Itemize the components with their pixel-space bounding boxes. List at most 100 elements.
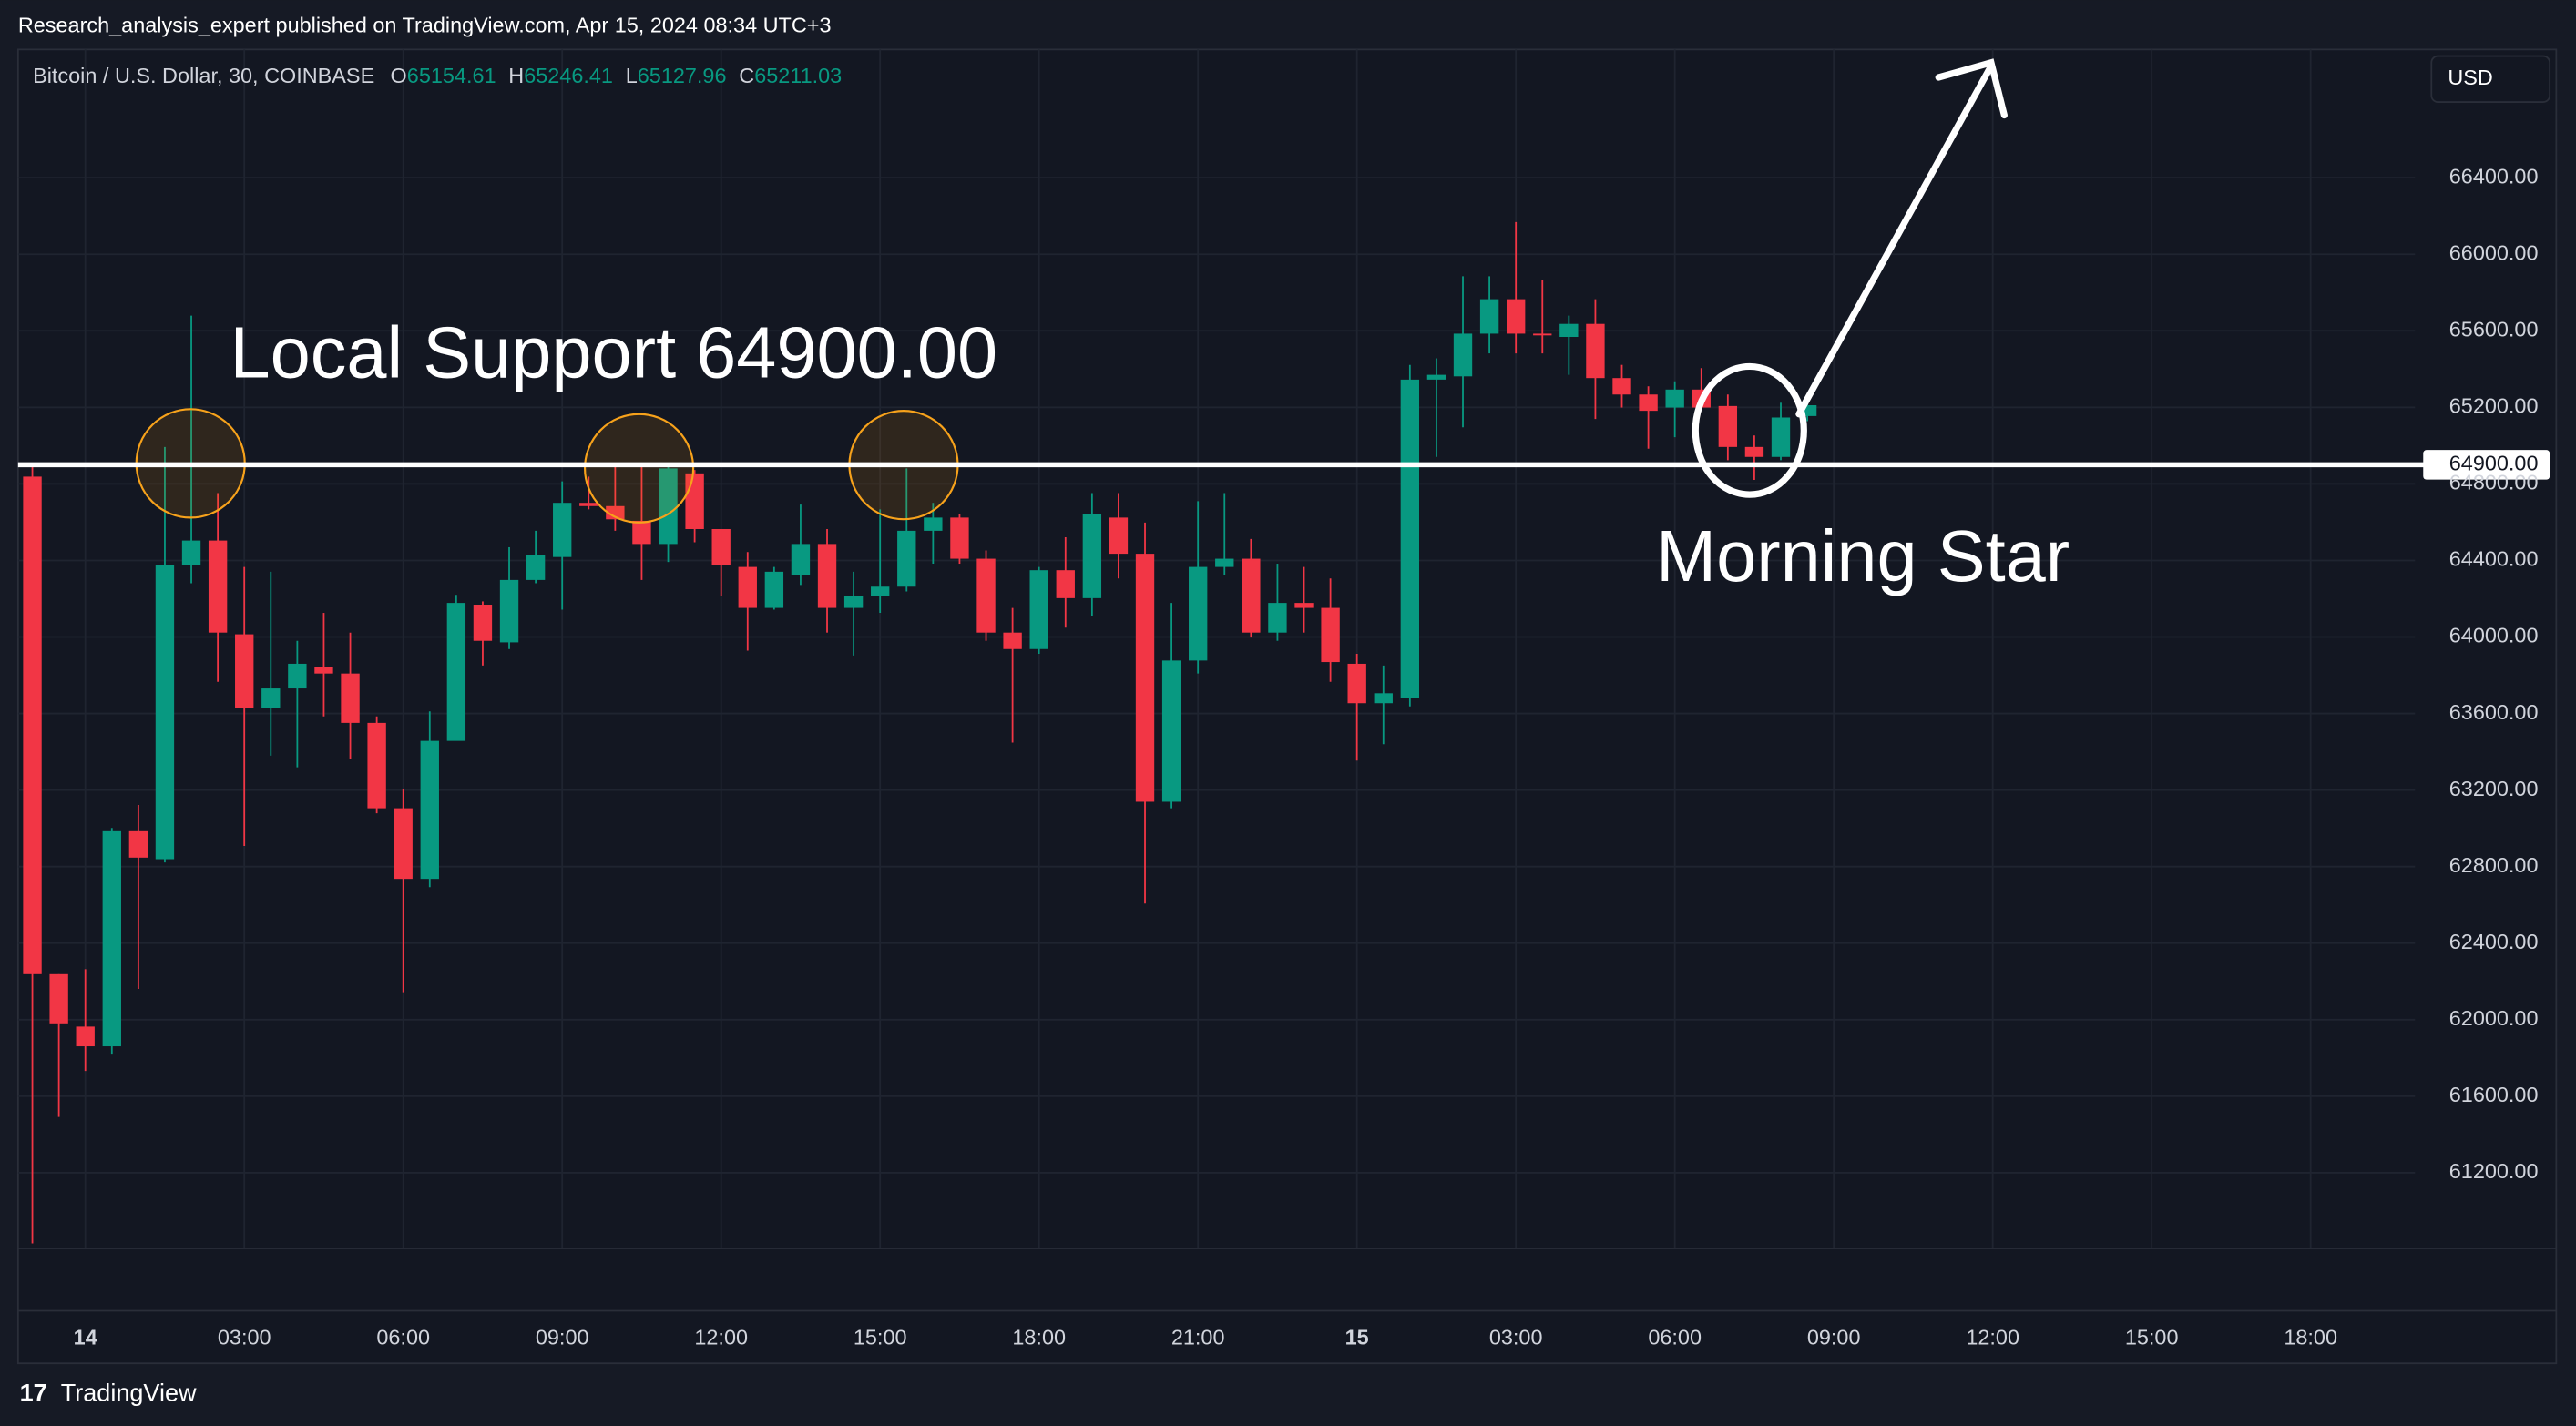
logo-mark: 17: [20, 1380, 47, 1407]
close-label: C: [739, 64, 754, 87]
y-tick-label: 62000.00: [2449, 1006, 2539, 1030]
candle-body: [1559, 323, 1579, 338]
candle-body: [924, 517, 943, 531]
candle-body: [1744, 446, 1764, 457]
candle-body: [526, 555, 546, 580]
y-tick-label: 64800.00: [2449, 471, 2539, 494]
x-tick-label: 18:00: [1012, 1325, 1066, 1349]
candle-body: [499, 579, 519, 643]
candle-body: [1612, 378, 1631, 395]
candle-body: [579, 503, 598, 506]
currency-button[interactable]: [2430, 55, 2551, 103]
y-tick-label: 65200.00: [2449, 394, 2539, 418]
open-value: 65154.61: [407, 64, 496, 87]
candle-body: [1586, 323, 1605, 379]
y-tick-label: 62800.00: [2449, 853, 2539, 877]
candle-body: [1771, 417, 1791, 457]
candle-body: [738, 566, 757, 608]
candle-body: [1161, 660, 1181, 802]
candle-body: [473, 605, 493, 641]
candle-body: [1135, 554, 1155, 802]
candle-body: [341, 673, 360, 723]
x-tick-label: 09:00: [536, 1325, 589, 1349]
touch-circle: [583, 413, 695, 524]
arrow-shaft: [1795, 62, 1995, 418]
high-label: H: [508, 64, 524, 87]
close-value: 65211.03: [754, 64, 842, 87]
x-tick-label: 06:00: [1648, 1325, 1702, 1349]
candle-body: [1082, 514, 1102, 598]
open-label: O: [391, 64, 407, 87]
up-arrow: [1795, 58, 2008, 418]
overlay: 64900.00: [17, 450, 2550, 480]
y-tick-label: 63600.00: [2449, 700, 2539, 724]
candle-body: [288, 663, 307, 689]
chart-pane: [16, 48, 2558, 1365]
low-label: L: [626, 64, 638, 87]
candle-body: [791, 544, 811, 575]
candle-body: [1797, 405, 1817, 416]
high-value: 65246.41: [524, 64, 613, 87]
pattern-annotation: Morning Star: [1656, 515, 2070, 596]
candle-body: [632, 520, 651, 545]
candle-body: [1533, 333, 1552, 336]
candle-body: [1426, 374, 1446, 380]
y-tick-label: 64400.00: [2449, 547, 2539, 571]
candle-body: [23, 476, 42, 974]
candle-body: [1374, 693, 1393, 704]
candle-body: [208, 540, 228, 633]
x-tick-label: 15:00: [2125, 1325, 2179, 1349]
candle-body: [897, 530, 916, 587]
candle-body: [1665, 389, 1684, 408]
support-annotation: Local Support 64900.00: [230, 311, 998, 392]
candle-body: [976, 558, 996, 633]
y-tick-label: 66000.00: [2449, 240, 2539, 264]
candle-body: [76, 1026, 95, 1047]
candle-body: [606, 505, 625, 520]
candle-body: [394, 808, 413, 880]
candle-body: [659, 468, 678, 545]
candle-body: [871, 586, 890, 596]
candle-body: [261, 688, 281, 708]
candle-body: [1347, 663, 1366, 704]
candle-body: [128, 830, 148, 858]
candle-body: [446, 603, 466, 741]
x-tick-label: 15:00: [854, 1325, 907, 1349]
candle-body: [367, 722, 386, 809]
candle-body: [1029, 570, 1048, 649]
x-tick-label: 06:00: [376, 1325, 430, 1349]
candle-body: [420, 740, 439, 880]
candle-body: [764, 571, 784, 608]
y-tick-label: 61200.00: [2449, 1159, 2539, 1183]
candle-body: [1268, 603, 1287, 633]
candle-body: [553, 503, 572, 557]
candle-body: [1507, 299, 1526, 334]
y-tick-label: 66400.00: [2449, 164, 2539, 188]
candle-body: [1003, 632, 1022, 649]
x-tick-label: 21:00: [1171, 1325, 1225, 1349]
candle-body: [1109, 517, 1129, 555]
candle-body: [1189, 566, 1208, 661]
x-tick-label: 03:00: [1489, 1325, 1543, 1349]
x-tick-label: 15: [1345, 1325, 1369, 1349]
x-tick-label: 03:00: [218, 1325, 271, 1349]
candle-body: [49, 973, 68, 1024]
y-tick-label: 61600.00: [2449, 1083, 2539, 1106]
x-tick-label: 12:00: [1966, 1325, 2019, 1349]
candles: [23, 221, 1817, 1244]
candle-body: [711, 529, 731, 565]
candle-body: [817, 544, 837, 608]
price-label-box: [2423, 450, 2550, 480]
candle-body: [235, 634, 254, 708]
y-tick-label: 63200.00: [2449, 777, 2539, 800]
pattern-ellipse: [1692, 362, 1807, 498]
arrow-head: [1935, 58, 2008, 119]
currency[interactable]: USD: [2448, 66, 2492, 89]
x-tick-label: 18:00: [2284, 1325, 2337, 1349]
candle-body: [314, 667, 333, 674]
candle-body: [1479, 299, 1499, 334]
candle-body: [843, 596, 864, 608]
candle-body: [950, 517, 969, 559]
candle-body: [1639, 394, 1658, 412]
